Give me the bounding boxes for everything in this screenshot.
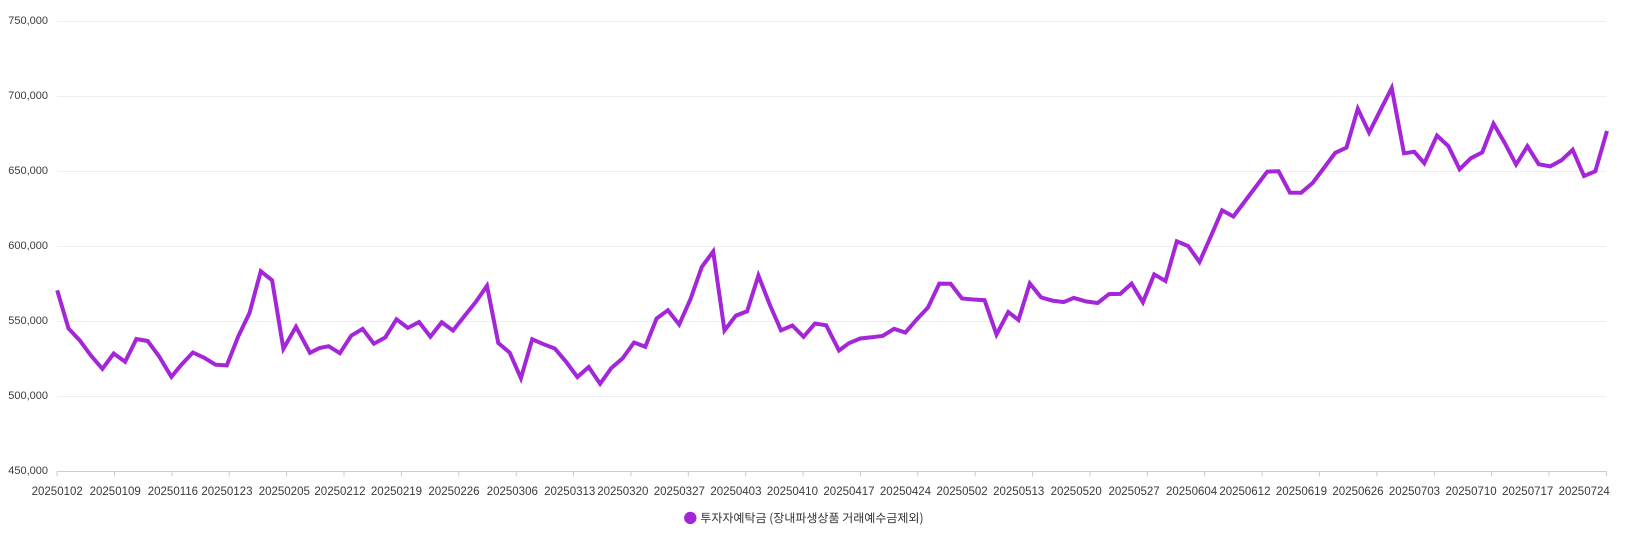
svg-text:20250612: 20250612 bbox=[1219, 486, 1270, 498]
svg-text:20250116: 20250116 bbox=[148, 486, 198, 498]
svg-text:20250724: 20250724 bbox=[1559, 486, 1611, 498]
svg-text:20250703: 20250703 bbox=[1389, 486, 1440, 498]
svg-text:20250109: 20250109 bbox=[90, 486, 141, 498]
svg-text:20250102: 20250102 bbox=[32, 486, 83, 498]
svg-text:20250520: 20250520 bbox=[1051, 486, 1102, 498]
svg-text:20250123: 20250123 bbox=[201, 486, 252, 498]
svg-text:450,000: 450,000 bbox=[8, 465, 48, 477]
svg-text:550,000: 550,000 bbox=[8, 315, 48, 327]
svg-text:650,000: 650,000 bbox=[8, 165, 48, 177]
svg-text:500,000: 500,000 bbox=[8, 390, 48, 402]
svg-text:20250226: 20250226 bbox=[428, 486, 479, 498]
svg-text:20250327: 20250327 bbox=[654, 486, 705, 498]
svg-text:600,000: 600,000 bbox=[8, 240, 48, 252]
svg-text:750,000: 750,000 bbox=[8, 15, 48, 27]
svg-text:20250205: 20250205 bbox=[259, 486, 310, 498]
svg-text:20250604: 20250604 bbox=[1166, 486, 1218, 498]
svg-text:20250717: 20250717 bbox=[1502, 486, 1553, 498]
svg-text:20250313: 20250313 bbox=[544, 486, 595, 498]
svg-text:20250403: 20250403 bbox=[710, 486, 761, 498]
svg-text:20250417: 20250417 bbox=[823, 486, 874, 498]
svg-text:20250619: 20250619 bbox=[1276, 486, 1327, 498]
svg-text:700,000: 700,000 bbox=[8, 90, 48, 102]
svg-text:20250626: 20250626 bbox=[1332, 486, 1383, 498]
svg-text:20250513: 20250513 bbox=[993, 486, 1044, 498]
svg-text:20250306: 20250306 bbox=[487, 486, 538, 498]
svg-text:20250424: 20250424 bbox=[880, 486, 932, 498]
svg-text:20250410: 20250410 bbox=[767, 486, 818, 498]
svg-text:20250320: 20250320 bbox=[597, 486, 648, 498]
svg-text:20250710: 20250710 bbox=[1446, 486, 1497, 498]
svg-text:20250219: 20250219 bbox=[371, 486, 422, 498]
svg-text:20250502: 20250502 bbox=[937, 486, 988, 498]
svg-text:20250212: 20250212 bbox=[314, 486, 365, 498]
svg-text:20250527: 20250527 bbox=[1109, 486, 1160, 498]
